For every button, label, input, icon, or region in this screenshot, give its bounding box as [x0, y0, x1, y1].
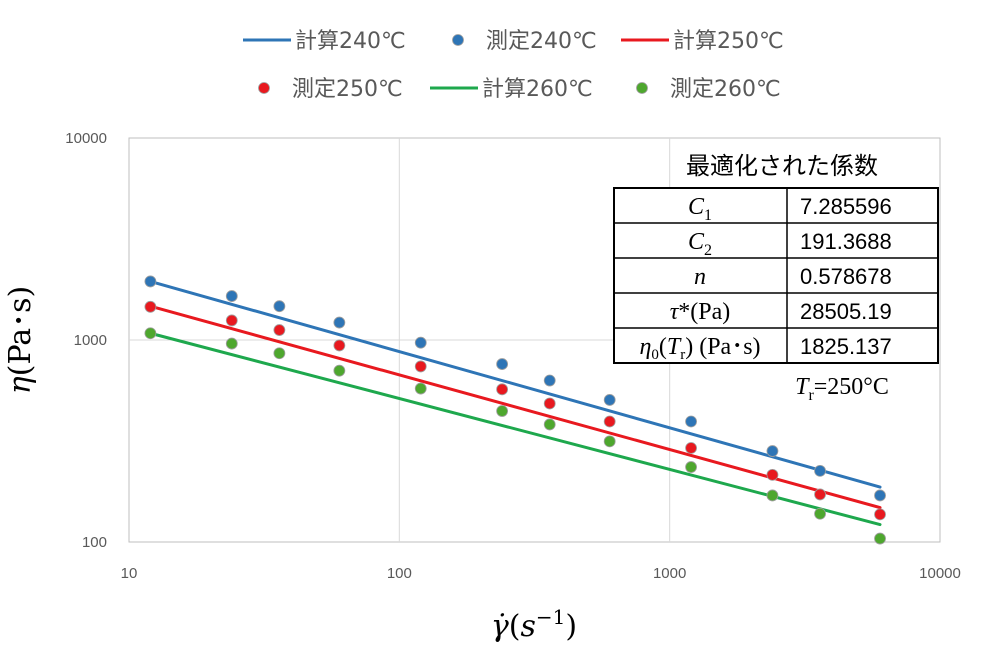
data-point-5 [496, 405, 509, 417]
table-value-eta0: 1825.137 [800, 334, 892, 359]
table-param-c2: C2 [688, 229, 712, 259]
table-border [613, 187, 939, 364]
legend-marker-5 [636, 82, 648, 94]
data-point-5 [144, 327, 157, 340]
data-point-1 [496, 358, 509, 370]
series-line-4 [148, 331, 882, 527]
x-tick-label: 10 [121, 565, 138, 582]
data-point-5 [766, 489, 779, 502]
data-point-3 [874, 508, 886, 521]
table-note-tr: Tr=250°C [795, 374, 889, 404]
coefficient-table: 最適化された係数 C1 7.285596 C2 191.3688 n 0.578… [613, 152, 939, 404]
data-point-5 [414, 382, 427, 395]
legend-label-4: 計算260℃ [482, 77, 593, 102]
table-param-tau: τ*(Pa) [670, 299, 731, 325]
data-point-5 [814, 507, 826, 520]
legend-label-3: 測定250℃ [292, 77, 403, 102]
data-point-1 [814, 464, 826, 477]
data-point-5 [685, 461, 697, 473]
legend-marker-3 [258, 82, 270, 94]
table-value-n: 0.578678 [800, 264, 892, 289]
x-axis-title: γ̇(s−1) [491, 605, 577, 644]
data-point-3 [333, 339, 346, 352]
table-param-n: n [694, 264, 706, 290]
data-point-3 [603, 415, 616, 428]
legend-label-0: 計算240℃ [295, 29, 406, 54]
y-tick-label: 1000 [74, 332, 107, 349]
data-point-5 [543, 418, 556, 431]
data-point-1 [766, 445, 779, 457]
data-point-3 [414, 360, 427, 373]
data-point-5 [273, 347, 286, 360]
series-layer [144, 275, 886, 545]
table-value-c2: 191.3688 [800, 229, 892, 254]
x-tick-label: 10000 [919, 565, 961, 582]
data-point-1 [273, 300, 286, 313]
data-point-5 [603, 435, 616, 448]
table-value-c1: 7.285596 [800, 194, 892, 219]
y-tick-label: 100 [82, 534, 107, 551]
data-point-1 [333, 316, 346, 329]
x-tick-label: 1000 [653, 565, 686, 582]
data-point-1 [685, 415, 697, 428]
x-tick-label: 100 [387, 565, 412, 582]
data-point-3 [273, 324, 286, 336]
data-point-3 [685, 442, 697, 454]
data-point-3 [814, 488, 826, 501]
data-point-1 [225, 290, 238, 302]
legend-label-5: 測定260℃ [670, 77, 781, 102]
data-point-1 [603, 394, 616, 406]
legend-label-2: 計算250℃ [673, 29, 784, 54]
y-ticks: 100 1000 10000 [65, 130, 107, 551]
table-param-eta0: η0(Tr) (Pa･s) [639, 334, 760, 363]
data-point-1 [144, 275, 157, 288]
data-point-1 [414, 336, 427, 349]
data-point-3 [543, 397, 556, 410]
data-point-1 [543, 374, 556, 387]
data-point-5 [333, 364, 346, 377]
table-title: 最適化された係数 [686, 152, 878, 180]
data-point-3 [225, 314, 238, 327]
data-point-3 [496, 383, 509, 396]
series-line-2 [148, 304, 882, 510]
legend-marker-1 [452, 34, 464, 46]
table-param-c1: C1 [688, 194, 712, 224]
x-ticks: 10 100 1000 10000 [121, 565, 961, 582]
legend-label-1: 測定240℃ [486, 29, 597, 54]
y-axis-title: η(Pa･s) [3, 286, 38, 395]
data-point-3 [766, 468, 779, 481]
y-tick-label: 10000 [65, 130, 107, 147]
table-value-tau: 28505.19 [800, 299, 892, 324]
data-point-5 [874, 532, 886, 545]
data-point-1 [874, 489, 886, 502]
data-point-3 [144, 300, 157, 313]
legend: 計算240℃ 測定240℃ 計算250℃ 測定250℃ 計算260℃ 測定260℃ [243, 29, 784, 102]
data-point-5 [225, 337, 238, 350]
series-line-0 [148, 279, 882, 489]
